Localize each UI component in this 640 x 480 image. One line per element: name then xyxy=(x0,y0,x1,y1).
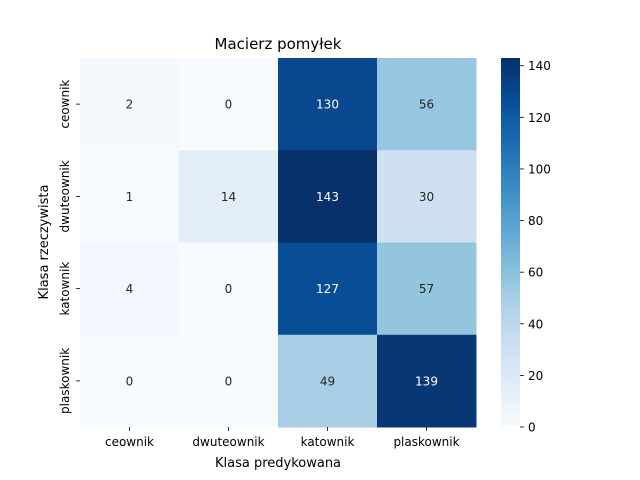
cell-value-label: 2 xyxy=(126,98,134,112)
y-tick-label: katownik xyxy=(58,262,72,316)
cell-value-label: 14 xyxy=(221,190,236,204)
colorbar-tick-label: 40 xyxy=(528,317,543,331)
heatmap-cell xyxy=(80,150,180,243)
colorbar-tick-label: 60 xyxy=(528,266,543,280)
heatmap-cell xyxy=(278,58,378,151)
cell-value-label: 0 xyxy=(225,282,233,296)
cell-value-label: 139 xyxy=(415,374,438,388)
heatmap-cell xyxy=(80,58,180,151)
heatmap-cell xyxy=(179,150,279,243)
x-axis-ticks: ceownik dwuteownik katownik plaskownik xyxy=(105,427,460,449)
cell-value-label: 143 xyxy=(316,190,339,204)
heatmap-cell xyxy=(80,242,180,336)
y-axis-ticks: ceownik dwuteownik katownik plaskownik xyxy=(58,80,80,414)
heatmap-cell xyxy=(377,150,477,243)
cell-value-label: 0 xyxy=(225,374,233,388)
colorbar-tick-label: 120 xyxy=(528,111,551,125)
heatmap-cell xyxy=(377,242,477,336)
cell-value-label: 30 xyxy=(419,190,434,204)
cell-value-label: 0 xyxy=(225,98,233,112)
colorbar-tick-label: 20 xyxy=(528,369,543,383)
cell-value-label: 0 xyxy=(126,374,134,388)
y-tick-label: plaskownik xyxy=(58,348,72,414)
x-tick-label: dwuteownik xyxy=(192,435,264,449)
y-tick-label: ceownik xyxy=(58,80,72,129)
x-tick-label: plaskownik xyxy=(393,435,459,449)
x-tick-label: ceownik xyxy=(105,435,154,449)
cell-value-label: 57 xyxy=(419,282,434,296)
cell-value-label: 130 xyxy=(316,98,339,112)
heatmap-cell xyxy=(377,58,477,151)
heatmap-cell xyxy=(179,334,279,428)
cell-value-label: 127 xyxy=(316,282,339,296)
y-tick-label: dwuteownik xyxy=(58,160,72,232)
cell-value-label: 4 xyxy=(126,282,134,296)
heatmap-cells: 2 0 130 56 1 14 143 30 4 0 127 57 0 0 49 139 xyxy=(80,58,477,428)
colorbar-tick-label: 140 xyxy=(528,59,551,73)
heatmap-cell xyxy=(179,58,279,151)
heatmap-cell xyxy=(278,242,378,336)
chart-title: Macierz pomyłek xyxy=(215,35,342,53)
colorbar-gradient xyxy=(501,58,520,427)
heatmap-cell xyxy=(179,242,279,336)
cell-value-label: 1 xyxy=(126,190,134,204)
heatmap-cell xyxy=(278,334,378,428)
x-axis-label: Klasa predykowana xyxy=(215,456,341,471)
heatmap-cell xyxy=(80,334,180,428)
heatmap-cell xyxy=(278,150,378,243)
colorbar-tick-label: 80 xyxy=(528,214,543,228)
colorbar-tick-label: 0 xyxy=(528,421,536,435)
heatmap-cell xyxy=(377,334,477,428)
y-axis-label: Klasa rzeczywista xyxy=(37,185,52,300)
colorbar: 0 20 40 60 80 100 120 140 xyxy=(501,58,551,435)
cell-value-label: 56 xyxy=(419,98,434,112)
cell-value-label: 49 xyxy=(320,374,335,388)
colorbar-tick-label: 100 xyxy=(528,162,551,176)
x-tick-label: katownik xyxy=(301,435,355,449)
